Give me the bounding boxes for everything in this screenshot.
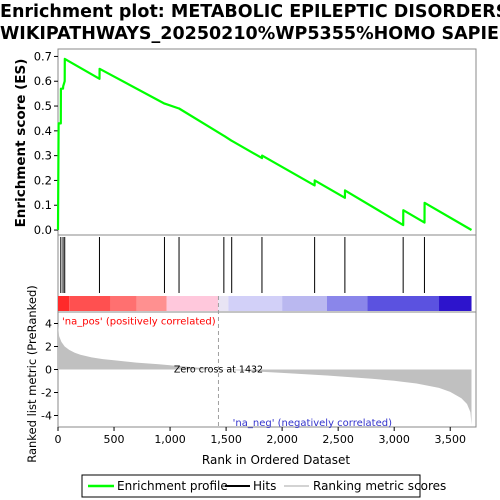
heatmap-band <box>228 296 283 311</box>
hits-panel <box>57 234 477 313</box>
heatmap-band <box>166 296 219 311</box>
rank-x-tick-label: 1,000 <box>154 433 186 446</box>
es-y-tick-label: 0.4 <box>34 124 52 138</box>
rank-x-axis-label: Rank in Ordered Dataset <box>202 453 350 467</box>
chart-title: Enrichment plot: METABOLIC EPILEPTIC DIS… <box>0 1 500 45</box>
es-y-tick-label: 0.0 <box>34 223 52 237</box>
ranked-list-panel: -4 -2 0 2 4 0 500 1,000 1,500 2,000 2,500 3,000 3,5… <box>25 285 477 467</box>
zero-cross-label: Zero cross at 1432 <box>174 365 263 376</box>
rank-x-tick-label: 500 <box>104 433 125 446</box>
rank-x-tick-label: 0 <box>55 433 62 446</box>
ranking-metric-area <box>58 324 472 425</box>
es-y-axis: 0.0 0.1 0.2 0.3 0.4 0.5 0.6 0.7 <box>34 49 58 237</box>
rank-x-tick-label: 2,000 <box>266 433 298 446</box>
ranking-heatmap-bar <box>58 296 472 311</box>
chart-title-line-1: Enrichment plot: METABOLIC EPILEPTIC DIS… <box>0 2 500 22</box>
es-y-tick-label: 0.1 <box>34 198 52 212</box>
legend-hits-label: Hits <box>253 479 276 493</box>
heatmap-band <box>367 296 440 311</box>
rank-y-tick-label: 4 <box>45 318 52 331</box>
es-y-axis-label: Enrichment score (ES) <box>13 59 29 228</box>
es-y-tick-label: 0.5 <box>34 99 52 113</box>
rank-y-tick-label: 2 <box>45 341 52 354</box>
rank-x-tick-label: 1,500 <box>210 433 242 446</box>
es-y-tick-label: 0.7 <box>34 49 52 63</box>
legend-ranking-label: Ranking metric scores <box>313 479 446 493</box>
rank-x-tick-label: 2,500 <box>322 433 354 446</box>
legend: Enrichment profile Hits Ranking metric s… <box>81 474 446 498</box>
positive-correlation-label: 'na_pos' (positively correlated) <box>62 316 216 327</box>
rank-y-tick-label: -2 <box>41 387 52 400</box>
heatmap-band <box>282 296 327 311</box>
rank-y-tick-label: -4 <box>41 410 52 423</box>
es-y-tick-label: 0.6 <box>34 74 52 88</box>
legend-box <box>81 474 421 498</box>
rank-y-axis: -4 -2 0 2 4 <box>41 318 58 423</box>
es-y-tick-label: 0.2 <box>34 173 52 187</box>
heatmap-band <box>218 296 229 311</box>
rank-x-tick-label: 3,000 <box>378 433 410 446</box>
heatmap-band <box>439 296 472 311</box>
enrichment-score-panel: 0.0 0.1 0.2 0.3 0.4 0.5 0.6 0.7 Enrichment scor… <box>13 48 477 237</box>
heatmap-band <box>110 296 137 311</box>
heatmap-band <box>69 296 111 311</box>
heatmap-band <box>326 296 368 311</box>
chart-title-line-2: WIKIPATHWAYS_20250210%WP5355%HOMO SAPIEN… <box>0 24 500 44</box>
legend-enrichment-label: Enrichment profile <box>117 479 228 493</box>
es-plot-area <box>57 48 477 236</box>
negative-correlation-label: 'na_neg' (negatively correlated) <box>233 418 392 429</box>
heatmap-band <box>136 296 167 311</box>
enrichment-profile-line <box>56 57 473 231</box>
rank-x-tick-label: 3,500 <box>434 433 466 446</box>
rank-x-axis: 0 500 1,000 1,500 2,000 2,500 3,000 3,500 <box>55 427 466 446</box>
rank-y-tick-label: 0 <box>45 364 52 377</box>
heatmap-band <box>58 296 70 311</box>
es-y-tick-label: 0.3 <box>34 149 52 163</box>
rank-y-axis-label: Ranked list metric (PreRanked) <box>25 285 39 463</box>
hit-markers <box>60 237 425 293</box>
